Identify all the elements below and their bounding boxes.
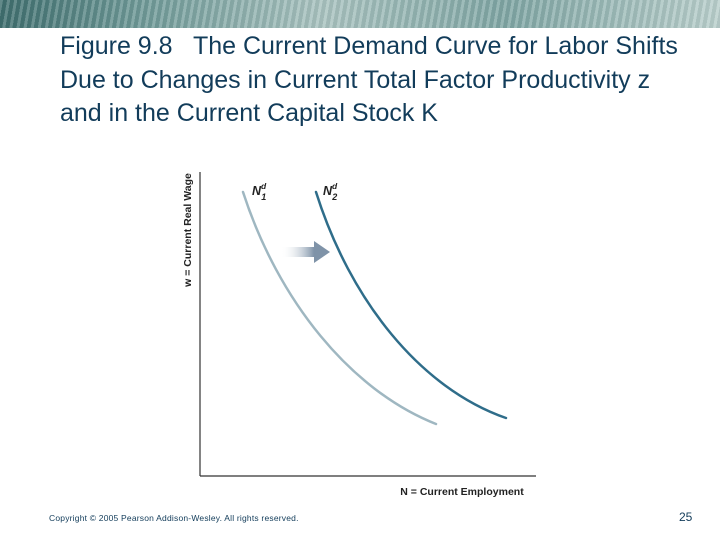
page-number: 25: [679, 510, 693, 524]
series-n1d-line: [241, 190, 438, 426]
title-text: The Current Demand Curve for Labor Shift…: [60, 32, 678, 127]
header-band: [0, 0, 720, 28]
x-axis-label: N = Current Employment: [400, 486, 524, 498]
figure-label: Figure 9.8: [60, 32, 173, 60]
slide-title: Figure 9.8 The Current Demand Curve for …: [60, 30, 680, 131]
copyright-notice: Copyright © 2005 Pearson Addison-Wesley.…: [49, 513, 299, 523]
series-n2d-label: Nd 2: [323, 181, 338, 202]
y-axis-label: w = Current Real Wage: [182, 173, 194, 288]
series-n2d-line: [314, 190, 508, 420]
shift-arrow-icon: [281, 241, 330, 263]
series-n1d-label: Nd 1: [252, 181, 267, 202]
